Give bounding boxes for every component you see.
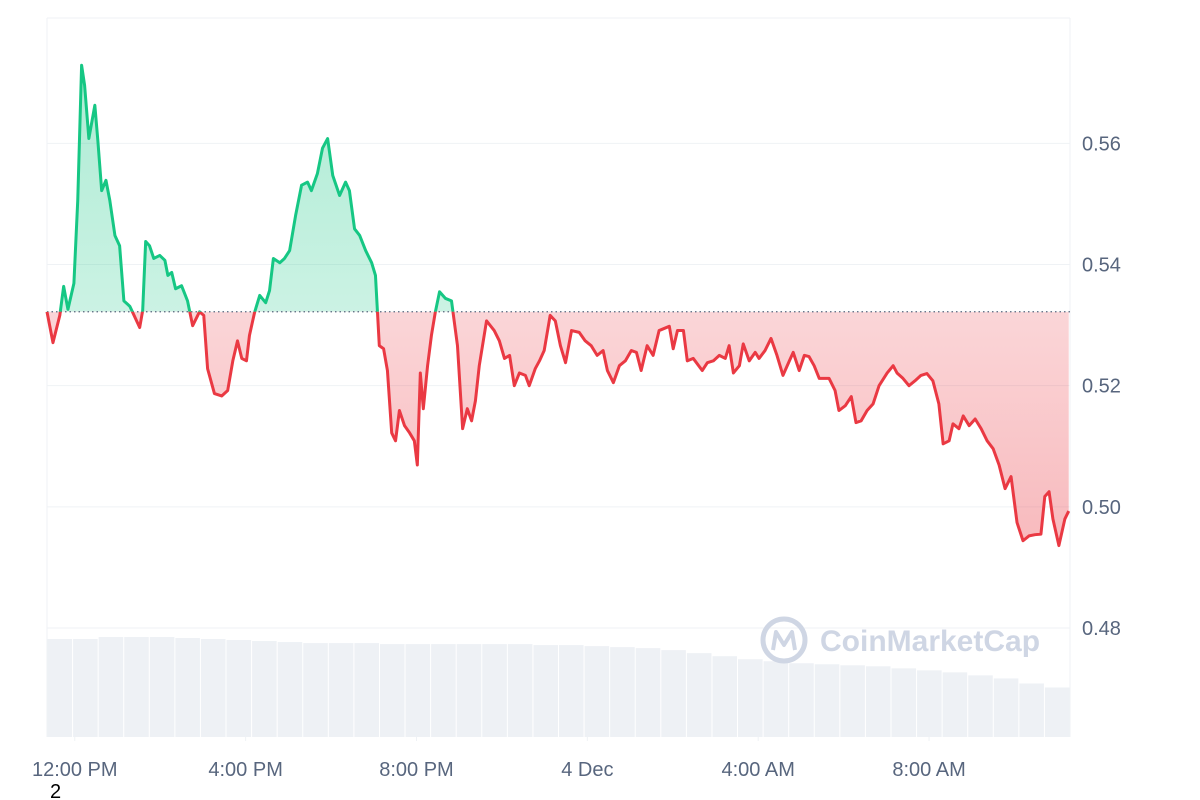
volume-bar: [610, 647, 635, 737]
volume-bar: [1019, 683, 1044, 737]
x-tick-label: 4 Dec: [561, 759, 613, 781]
volume-bar: [738, 659, 763, 737]
volume-bar: [993, 678, 1019, 737]
volume-bar: [303, 643, 328, 737]
x-tick-label: 4:00 AM: [721, 759, 794, 781]
ticks: 0.48 0.50 0.52 0.54 0.56 12:00 PM 4:00 PM 8:00 …: [32, 133, 1121, 781]
volume-bar: [763, 661, 789, 737]
volume-bar: [175, 638, 200, 737]
y-tick-label: 0.50: [1082, 497, 1121, 519]
volume-bar: [942, 672, 968, 737]
y-tick-label: 0.52: [1082, 376, 1121, 398]
volume-bar: [1044, 687, 1070, 737]
watermark-logo: [760, 616, 808, 664]
volume-bar: [328, 643, 354, 737]
volume-bar: [431, 644, 456, 737]
volume-bar: [456, 644, 482, 737]
volume-bar: [814, 664, 840, 737]
x-tick-label: 4:00 PM: [208, 759, 282, 781]
volume-bar: [226, 640, 252, 737]
area-down: [47, 311, 1069, 546]
volume-bar: [149, 637, 175, 737]
volume-bar: [789, 663, 814, 737]
watermark: CoinMarketCap: [760, 616, 1040, 664]
price-line-up: [47, 63, 455, 312]
x-tick-label: 8:00 PM: [379, 759, 453, 781]
volume-bar: [47, 639, 73, 737]
volume-bar: [98, 637, 124, 737]
price-line-down: [45, 311, 1071, 548]
volume-bar: [482, 644, 507, 737]
watermark-text: CoinMarketCap: [820, 625, 1040, 658]
plot: [45, 63, 1071, 548]
volume-bar: [73, 639, 98, 737]
volume-bar: [533, 645, 558, 737]
volume-bar: [840, 665, 865, 737]
volume-bar: [354, 643, 379, 737]
volume-bar: [661, 650, 686, 737]
watermark-logo-m: [771, 630, 797, 651]
footnote: 2: [50, 781, 61, 800]
volume-bar: [891, 668, 917, 737]
volume-bar: [252, 641, 277, 737]
volume-bar: [124, 637, 149, 737]
volume-bar: [507, 644, 533, 737]
volume-bar: [968, 675, 993, 737]
volume-bar: [379, 644, 405, 737]
volume-bar: [559, 645, 584, 737]
volume-bar: [712, 656, 738, 737]
volume-bar: [405, 644, 431, 737]
volume: [47, 637, 1070, 737]
volume-bar: [865, 666, 891, 737]
volume-bar: [686, 653, 712, 737]
volume-bar: [584, 646, 610, 737]
volume-bar: [917, 670, 942, 737]
y-tick-label: 0.54: [1082, 255, 1121, 277]
x-tick-label: 8:00 AM: [892, 759, 965, 781]
y-tick-label: 0.48: [1082, 618, 1121, 640]
x-tick-label: 12:00 PM: [32, 759, 118, 781]
volume-bar: [635, 648, 661, 737]
volume-bar: [200, 639, 226, 737]
y-tick-label: 0.56: [1082, 133, 1121, 155]
volume-bar: [277, 642, 303, 737]
area-up: [47, 65, 1069, 312]
